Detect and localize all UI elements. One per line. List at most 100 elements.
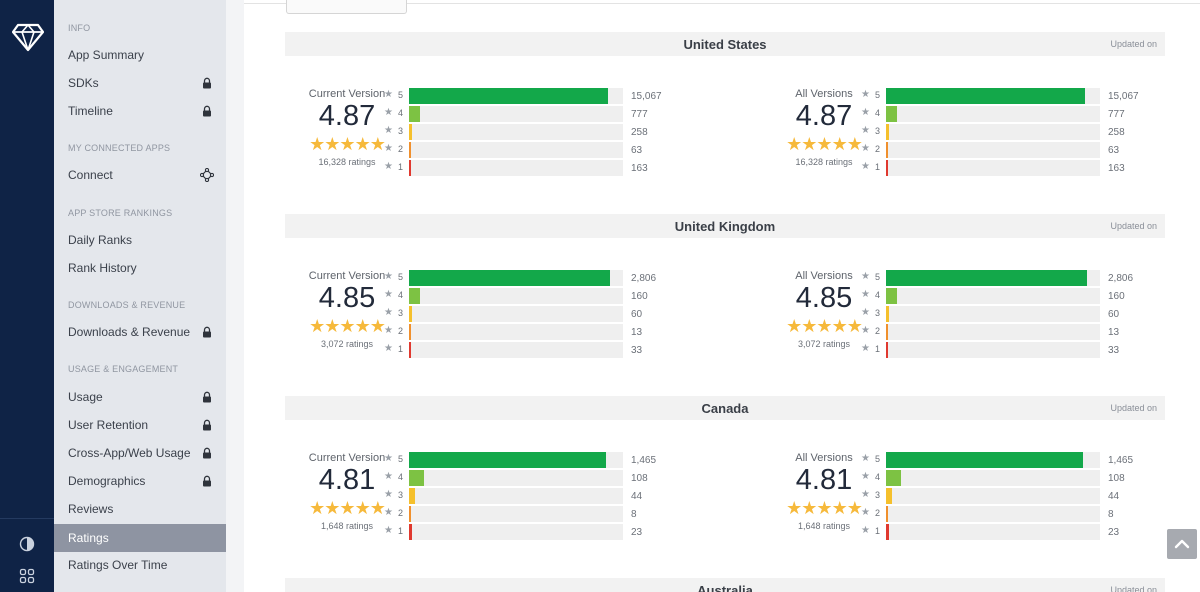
rating-count-value: 777 (631, 109, 648, 120)
sidebar: INFO App Summary SDKs Timeline MY CONNEC… (54, 0, 226, 592)
sidebar-item-app-summary[interactable]: App Summary (54, 41, 226, 69)
star-level: 2 (398, 144, 404, 154)
rating-bar-track (886, 124, 1100, 140)
sidebar-item-ratings[interactable]: Ratings (54, 524, 226, 552)
average-score: 4.87 (318, 100, 376, 132)
diamond-logo-icon[interactable] (12, 22, 44, 52)
star-level: 3 (875, 308, 881, 318)
rating-bar-fill (409, 470, 424, 486)
version-label: Current Version (308, 270, 386, 282)
sidebar-item-user-retention[interactable]: User Retention (54, 411, 226, 439)
star-level: 1 (398, 344, 404, 354)
rating-bar-fill (409, 288, 420, 304)
rating-bar-track (886, 288, 1100, 304)
country-header: Canada Updated on (285, 396, 1165, 420)
rating-count-value: 60 (1108, 309, 1120, 320)
updated-on-label: Updated on (1110, 39, 1157, 49)
star-icon: ★ (384, 325, 393, 336)
rating-bar-track (886, 142, 1100, 158)
rating-bar-row: ★ 1 23 (384, 524, 674, 540)
country-name: Canada (701, 401, 749, 416)
rating-bar-track (886, 160, 1100, 176)
apps-grid-icon[interactable] (17, 566, 37, 586)
star-level: 5 (875, 454, 881, 464)
connect-nodes-icon (200, 168, 214, 182)
sidebar-item-label: Ratings Over Time (68, 558, 168, 572)
rating-bar-row: ★ 3 44 (384, 488, 674, 504)
scroll-to-top-button[interactable] (1167, 529, 1197, 559)
star-icon: ★ (384, 525, 393, 536)
rating-bar-track (409, 88, 623, 104)
country-header: United States Updated on (285, 32, 1165, 56)
icon-rail (0, 0, 54, 592)
chevron-up-icon (1174, 539, 1190, 549)
star-level: 4 (398, 472, 404, 482)
average-score: 4.85 (795, 282, 853, 314)
rating-bar-row: ★ 4 108 (384, 470, 674, 486)
lock-icon (203, 447, 211, 459)
star-icon: ★ (384, 471, 393, 482)
rating-bar-fill (886, 142, 888, 158)
rating-count-value: 63 (1108, 145, 1120, 156)
sidebar-item-downloads-revenue[interactable]: Downloads & Revenue (54, 318, 226, 346)
star-icon: ★ (384, 307, 393, 318)
sidebar-item-label: Downloads & Revenue (68, 325, 191, 339)
star-level: 3 (398, 490, 404, 500)
sidebar-item-usage[interactable]: Usage (54, 383, 226, 411)
sidebar-item-label: SDKs (68, 76, 99, 90)
rating-bar-fill (886, 506, 888, 522)
rating-count-value: 777 (1108, 109, 1125, 120)
sidebar-item-label: App Summary (68, 48, 145, 62)
star-icon: ★ (861, 507, 870, 518)
sidebar-item-label: Ratings (68, 531, 109, 545)
rating-bar-row: ★ 4 160 (384, 288, 674, 304)
star-icon: ★ (861, 161, 870, 172)
star-icon: ★ (384, 343, 393, 354)
sidebar-item-daily-ranks[interactable]: Daily Ranks (54, 226, 226, 254)
rating-bar-fill (886, 88, 1085, 104)
star-rating-icon: ★★★★★ (786, 498, 863, 518)
sidebar-item-rank-history[interactable]: Rank History (54, 254, 226, 282)
rating-bar-fill (886, 106, 897, 122)
sidebar-item-label: Cross-App/Web Usage (68, 446, 191, 460)
star-icon: ★ (861, 125, 870, 136)
rating-bar-track (409, 160, 623, 176)
star-icon: ★ (384, 107, 393, 118)
help-circle-icon[interactable] (17, 534, 37, 554)
sidebar-item-cross-app-web-usage[interactable]: Cross-App/Web Usage (54, 439, 226, 467)
rating-bar-row: ★ 5 15,067 (861, 88, 1151, 104)
star-icon: ★ (384, 143, 393, 154)
rating-bar-fill (409, 160, 411, 176)
sidebar-item-connect[interactable]: Connect (54, 161, 226, 189)
rating-bar-track (409, 470, 623, 486)
rating-bar-row: ★ 1 23 (861, 524, 1151, 540)
sidebar-item-timeline[interactable]: Timeline (54, 97, 226, 125)
sidebar-item-ratings-over-time[interactable]: Ratings Over Time (54, 551, 226, 579)
rating-bar-row: ★ 2 13 (861, 324, 1151, 340)
sidebar-item-demographics[interactable]: Demographics (54, 467, 226, 495)
sidebar-item-label: Demographics (68, 474, 146, 488)
sidebar-item-sdks[interactable]: SDKs (54, 69, 226, 97)
rating-bar-track (409, 124, 623, 140)
star-level: 4 (875, 108, 881, 118)
star-level: 5 (398, 454, 404, 464)
rating-count-value: 15,067 (1108, 91, 1139, 102)
current-version-panel: Current Version 4.87 ★★★★★ 16,328 ratings ★ 5… (292, 88, 672, 184)
star-level: 3 (398, 126, 404, 136)
rating-bar-fill (409, 124, 412, 140)
rating-bar-row: ★ 5 1,465 (384, 452, 674, 468)
rating-bar-row: ★ 5 15,067 (384, 88, 674, 104)
rating-bar-row: ★ 3 258 (384, 124, 674, 140)
lock-icon (203, 77, 211, 89)
sidebar-item-label: Connect (68, 168, 113, 182)
average-score: 4.81 (795, 464, 853, 496)
rating-bar-fill (409, 452, 606, 468)
rating-count-value: 1,465 (631, 455, 657, 466)
rating-bar-row: ★ 3 60 (384, 306, 674, 322)
rating-bar-row: ★ 2 63 (861, 142, 1151, 158)
version-select-box[interactable] (286, 0, 407, 14)
sidebar-item-reviews[interactable]: Reviews (54, 495, 226, 523)
section-downloads-revenue: DOWNLOADS & REVENUE (68, 300, 186, 310)
rating-bar-track (886, 506, 1100, 522)
star-level: 5 (398, 272, 404, 282)
